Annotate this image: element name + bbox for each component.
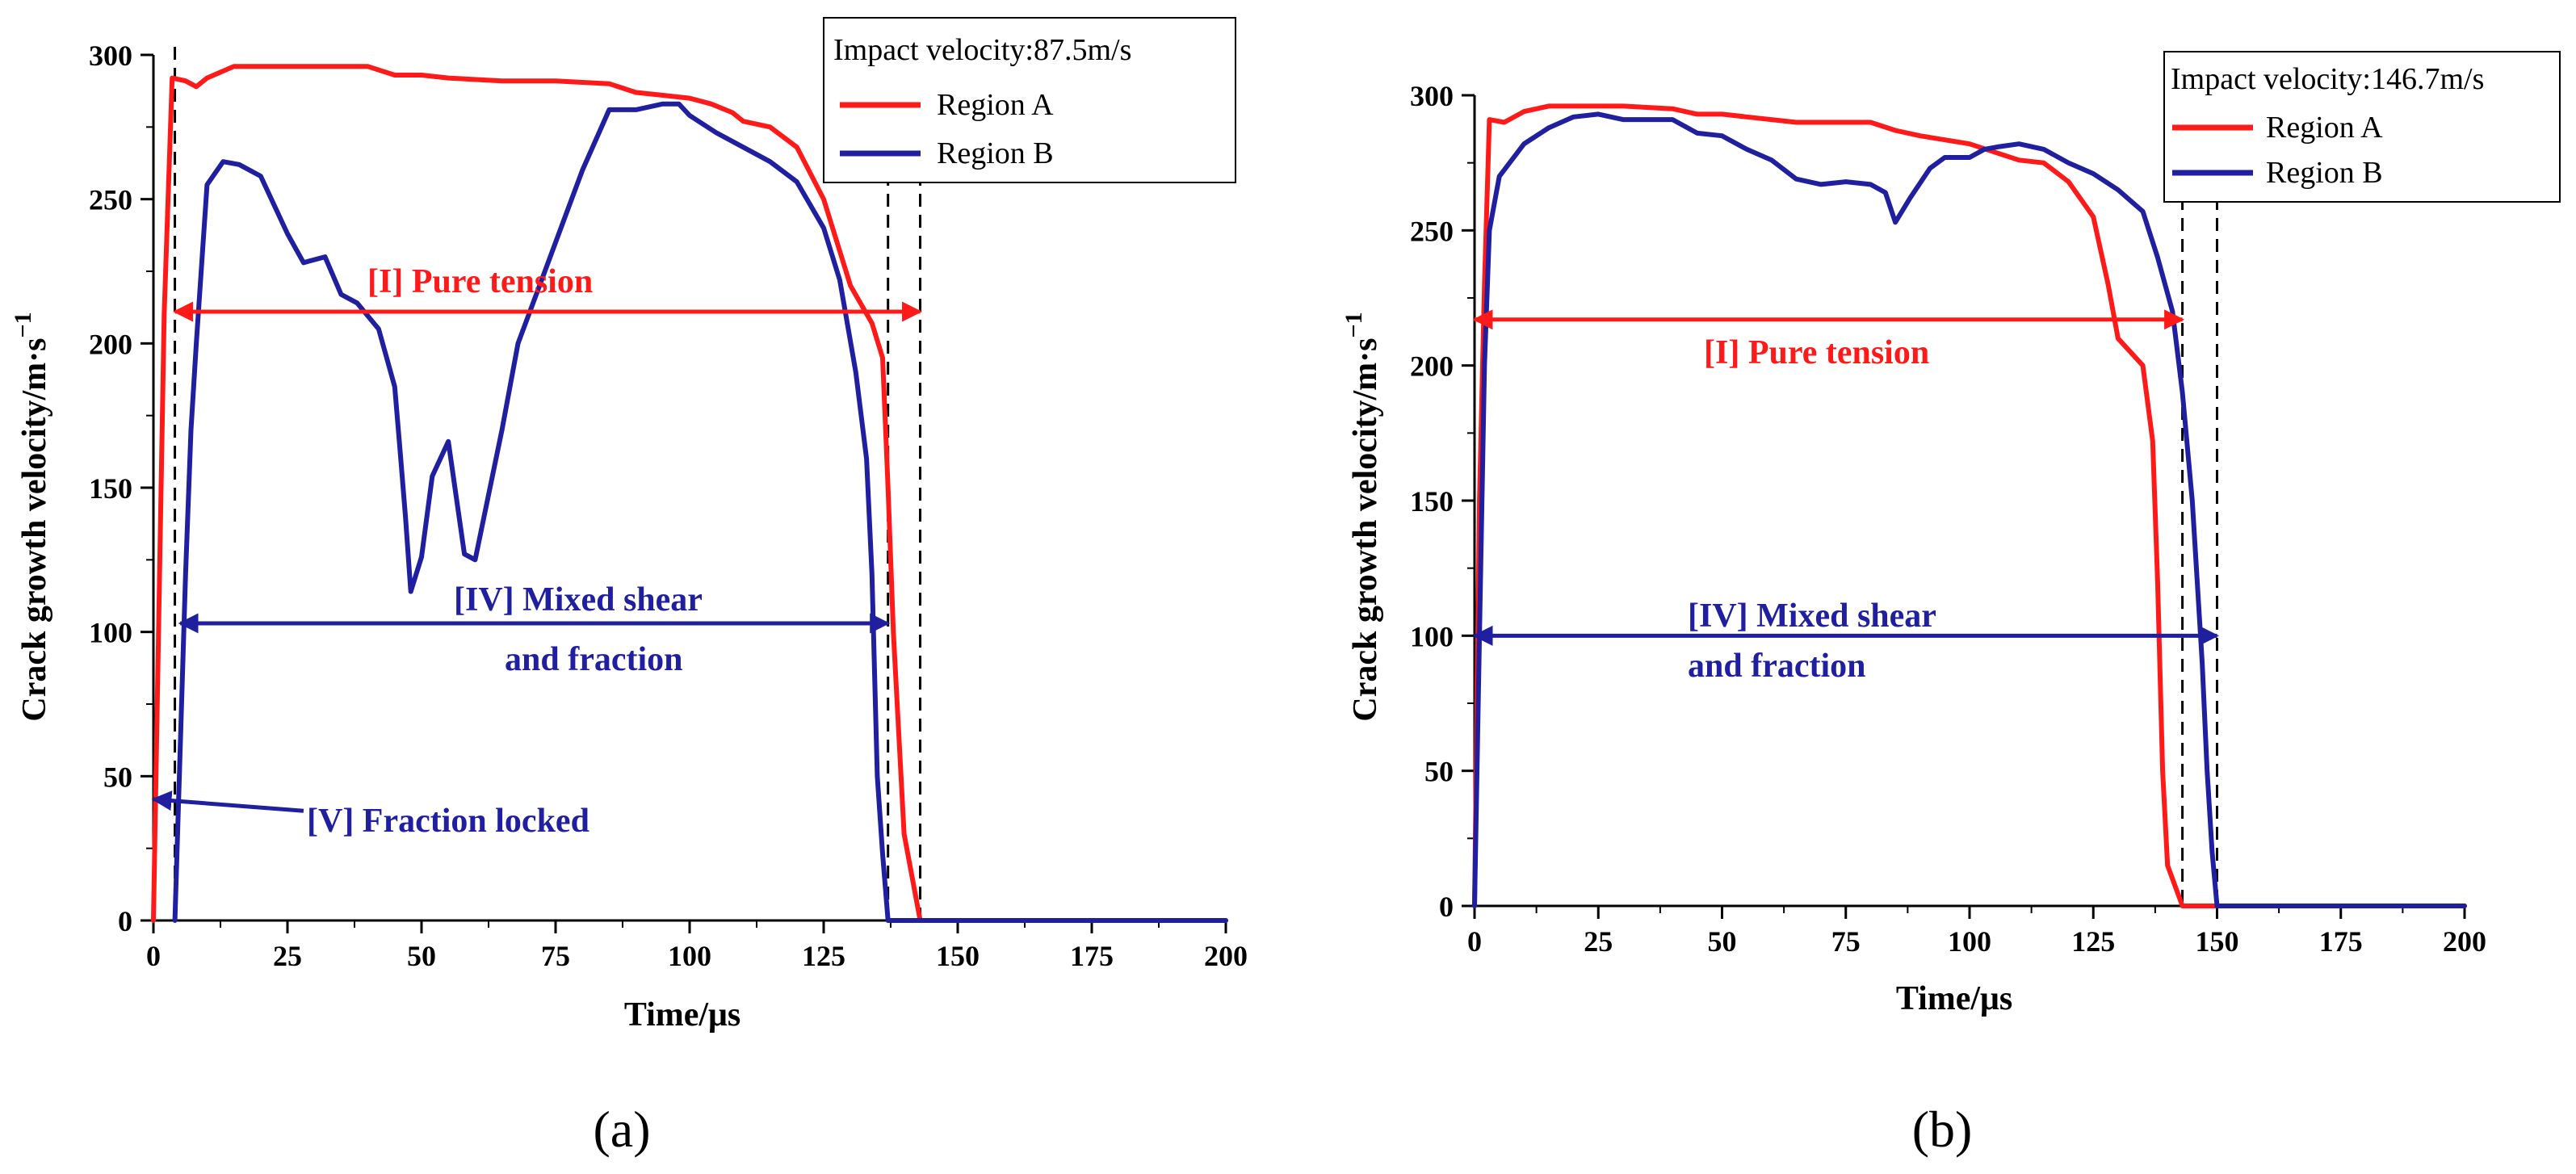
- x-tick-label: 25: [273, 940, 302, 972]
- y-tick-label: 250: [1410, 215, 1454, 247]
- x-tick-label: 150: [936, 940, 980, 972]
- legend: Impact velocity:87.5m/s Region A Region …: [823, 17, 1236, 183]
- series-line-region-a: [1472, 103, 2467, 908]
- y-tick-label: 100: [1410, 620, 1454, 652]
- plot-area: 0 25 50 75 100 125 150 175 200 0 50 100 150 200 250 300: [89, 40, 1248, 972]
- x-tick-label: 100: [1948, 925, 1991, 958]
- x-tick-label: 75: [541, 940, 570, 972]
- x-tick-label: 50: [1708, 925, 1737, 958]
- y-tick-label: 150: [89, 472, 132, 505]
- x-tick-label: 75: [1831, 925, 1861, 958]
- panel-label-a: (a): [593, 1101, 650, 1158]
- annotation-arrow: [151, 790, 304, 813]
- series-line-region-b: [172, 101, 1228, 923]
- x-tick-label: 125: [2071, 925, 2115, 958]
- x-tick-label: 100: [668, 940, 711, 972]
- y-axis-title-text: Crack growth velocity/m·s: [1347, 338, 1384, 721]
- y-axis-title-text: Crack growth velocity/m·s: [16, 338, 53, 721]
- x-tick-label: 150: [2196, 925, 2239, 958]
- x-tick-label: 200: [2443, 925, 2486, 958]
- y-tick-label: 200: [1410, 350, 1454, 383]
- x-tick-label: 50: [407, 940, 436, 972]
- legend-title: Impact velocity:146.7m/s: [2171, 62, 2484, 96]
- chart-panel-b: 0 25 50 75 100 125 150 175 200 0 50 100 150 200 250 300…: [1340, 51, 2561, 1158]
- plot-area: 0 25 50 75 100 125 150 175 200 0 50 100 150 200 250 300: [1410, 80, 2486, 958]
- x-axis-title: Time/μs: [624, 996, 740, 1034]
- y-tick-label: 0: [1439, 891, 1454, 923]
- legend-title: Impact velocity:87.5m/s: [833, 33, 1131, 67]
- y-axis-title-exponent: −1: [1340, 312, 1367, 338]
- y-tick-label: 200: [89, 328, 132, 360]
- chart-panel-a: 0 25 50 75 100 125 150 175 200 0 50 100 150 200 250 300…: [10, 17, 1248, 1158]
- x-tick-label: 175: [2319, 925, 2363, 958]
- legend-label-region-a: Region A: [2266, 111, 2383, 145]
- legend-label-region-b: Region B: [2266, 156, 2383, 190]
- annotation-and-fraction: and fraction: [1688, 648, 1866, 685]
- x-tick-label: 0: [1467, 925, 1482, 958]
- annotation-pure-tension: [I] Pure tension: [1704, 334, 1929, 371]
- annotation-and-fraction: and fraction: [505, 641, 683, 678]
- y-tick-label: 0: [118, 905, 132, 937]
- x-tick-label: 175: [1070, 940, 1114, 972]
- series-line-region-b: [1472, 111, 2467, 908]
- y-axis-title-exponent: −1: [10, 312, 36, 338]
- y-tick-label: 150: [1410, 485, 1454, 518]
- legend-label-region-a: Region A: [937, 88, 1054, 122]
- y-axis-title: Crack growth velocity/m·s−1: [10, 312, 53, 721]
- panel-label-b: (b): [1912, 1101, 1973, 1158]
- x-tick-label: 0: [146, 940, 161, 972]
- y-tick-label: 50: [103, 761, 132, 793]
- annotation-mixed-shear: [IV] Mixed shear: [454, 581, 703, 618]
- annotation-fraction-locked: [V] Fraction locked: [307, 803, 589, 840]
- annotation-pure-tension: [I] Pure tension: [367, 263, 593, 300]
- y-tick-label: 250: [89, 184, 132, 216]
- legend: Impact velocity:146.7m/s Region A Region…: [2163, 51, 2561, 203]
- x-tick-label: 125: [802, 940, 845, 972]
- annotation-mixed-shear: [IV] Mixed shear: [1688, 597, 1936, 635]
- x-axis-title: Time/μs: [1896, 980, 2012, 1017]
- series-line-region-a: [151, 64, 1228, 923]
- x-tick-label: 200: [1204, 940, 1248, 972]
- x-tick-label: 25: [1584, 925, 1613, 958]
- y-tick-label: 300: [89, 40, 132, 72]
- legend-label-region-b: Region B: [937, 136, 1054, 170]
- y-tick-label: 300: [1410, 80, 1454, 112]
- y-tick-label: 50: [1424, 756, 1454, 788]
- y-tick-label: 100: [89, 617, 132, 649]
- y-axis-title: Crack growth velocity/m·s−1: [1340, 312, 1384, 721]
